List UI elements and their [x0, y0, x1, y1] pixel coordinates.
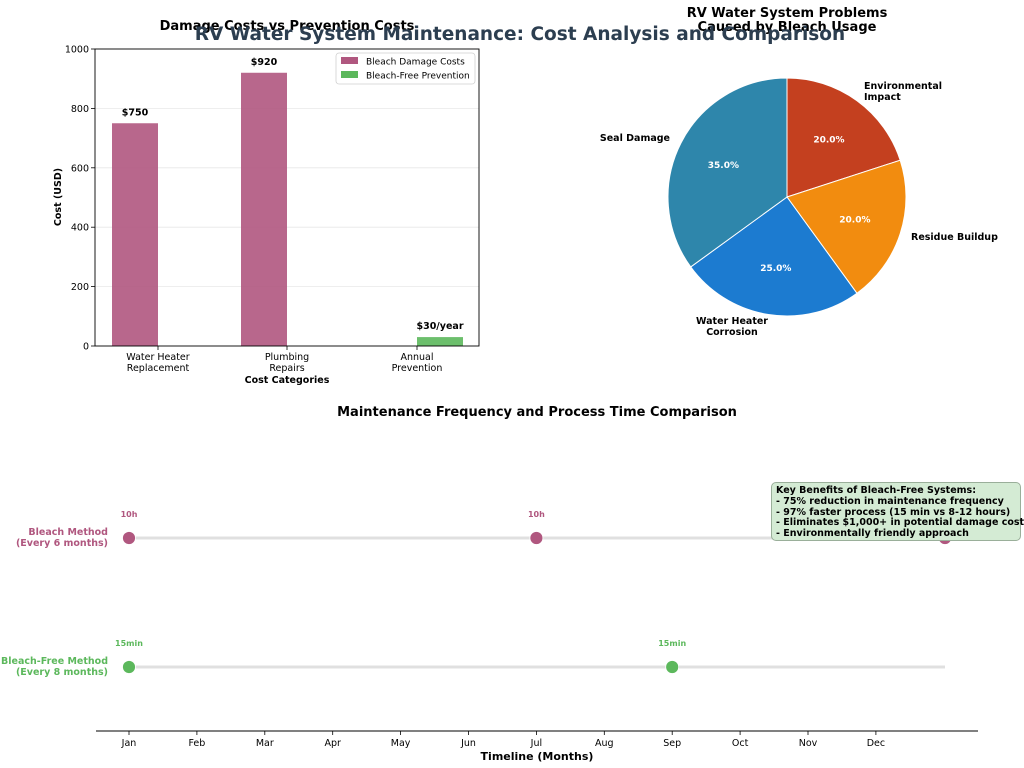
y-tick-label: 200	[71, 282, 89, 293]
y-tick-label: 600	[71, 163, 89, 174]
legend-swatch	[341, 57, 358, 64]
pie-pct-label: 20.0%	[813, 136, 844, 146]
bar-data-label: $750	[122, 107, 149, 118]
month-tick-label: Oct	[732, 738, 749, 749]
timeline-marker-label: 10h	[528, 510, 545, 519]
month-tick-label: Feb	[188, 738, 205, 749]
bar	[112, 123, 158, 346]
x-tick-label: Annual Prevention	[392, 352, 443, 374]
pie-slice-label: Water Heater Corrosion	[696, 316, 768, 338]
month-tick-label: Dec	[867, 738, 885, 749]
timeline-marker	[529, 531, 544, 545]
timeline-chart-panel: Maintenance Frequency and Process Time C…	[1, 405, 978, 763]
pie-slice-label: Residue Buildup	[911, 232, 998, 243]
legend-frame	[335, 52, 476, 85]
month-tick-label: Mar	[256, 738, 274, 749]
figure-suptitle: RV Water System Maintenance: Cost Analys…	[195, 24, 845, 45]
bar-data-label: $920	[251, 57, 278, 68]
bar	[241, 72, 287, 346]
y-tick-label: 800	[71, 104, 89, 115]
month-tick-label: May	[391, 738, 411, 749]
key-benefits-box: Key Benefits of Bleach-Free Systems: - 7…	[771, 482, 1024, 541]
month-tick-label: Nov	[799, 738, 818, 749]
timeline-x-axis-label: Timeline (Months)	[481, 750, 594, 763]
timeline-series-label: Bleach Method (Every 6 months)	[16, 527, 108, 549]
bar-x-axis-label: Cost Categories	[245, 375, 330, 386]
month-tick-label: Jul	[530, 738, 542, 749]
month-tick-label: Aug	[595, 738, 614, 749]
bar-data-label: $30/year	[416, 321, 463, 332]
timeline-series-label: Bleach-Free Method (Every 8 months)	[1, 656, 108, 678]
month-tick-label: Apr	[324, 738, 341, 749]
bar-y-axis-label: Cost (USD)	[53, 168, 64, 226]
bar	[417, 337, 463, 346]
pie-slice-label: Environmental Impact	[864, 81, 942, 103]
month-tick-label: Sep	[663, 738, 681, 749]
timeline-title: Maintenance Frequency and Process Time C…	[337, 405, 737, 420]
timeline-marker-label: 15min	[658, 639, 686, 648]
pie-pct-label: 25.0%	[760, 264, 791, 274]
pie-slice-label: Seal Damage	[600, 133, 670, 144]
pie-chart-panel: RV Water System Problems Caused by Bleach…	[600, 6, 998, 338]
timeline-marker	[122, 660, 136, 674]
bar-chart-panel: 0 200 400 600 800 1000 $750 $920 $30/year Water H…	[53, 19, 480, 386]
pie-slice	[690, 196, 858, 317]
bar-chart-title: Damage Costs vs Prevention Costs	[160, 19, 415, 34]
y-tick-label: 0	[83, 342, 89, 353]
pie-slice	[786, 159, 907, 294]
x-tick-label: Water Heater Replacement	[126, 352, 189, 374]
timeline-marker-label: 10h	[121, 510, 138, 519]
pie-pct-label: 20.0%	[839, 216, 870, 226]
pie-chart-title: RV Water System Problems Caused by Bleach…	[687, 6, 888, 35]
month-tick-label: Jan	[121, 738, 137, 749]
x-tick-label: Plumbing Repairs	[265, 352, 309, 374]
legend-label: Bleach Damage Costs	[366, 58, 465, 68]
pie-slice	[667, 77, 788, 268]
month-tick-label: Jun	[460, 738, 476, 749]
pie-pct-label: 35.0%	[708, 161, 739, 171]
legend-swatch	[341, 71, 358, 78]
legend-label: Bleach-Free Prevention	[366, 72, 470, 82]
y-tick-label: 400	[71, 223, 89, 234]
timeline-marker-label: 15min	[115, 639, 143, 648]
timeline-marker	[665, 660, 680, 674]
pie-slice	[786, 77, 901, 198]
bar-legend: Bleach Damage Costs Bleach-Free Preventio…	[335, 52, 476, 85]
y-tick-label: 1000	[65, 45, 89, 56]
timeline-marker	[122, 531, 136, 545]
